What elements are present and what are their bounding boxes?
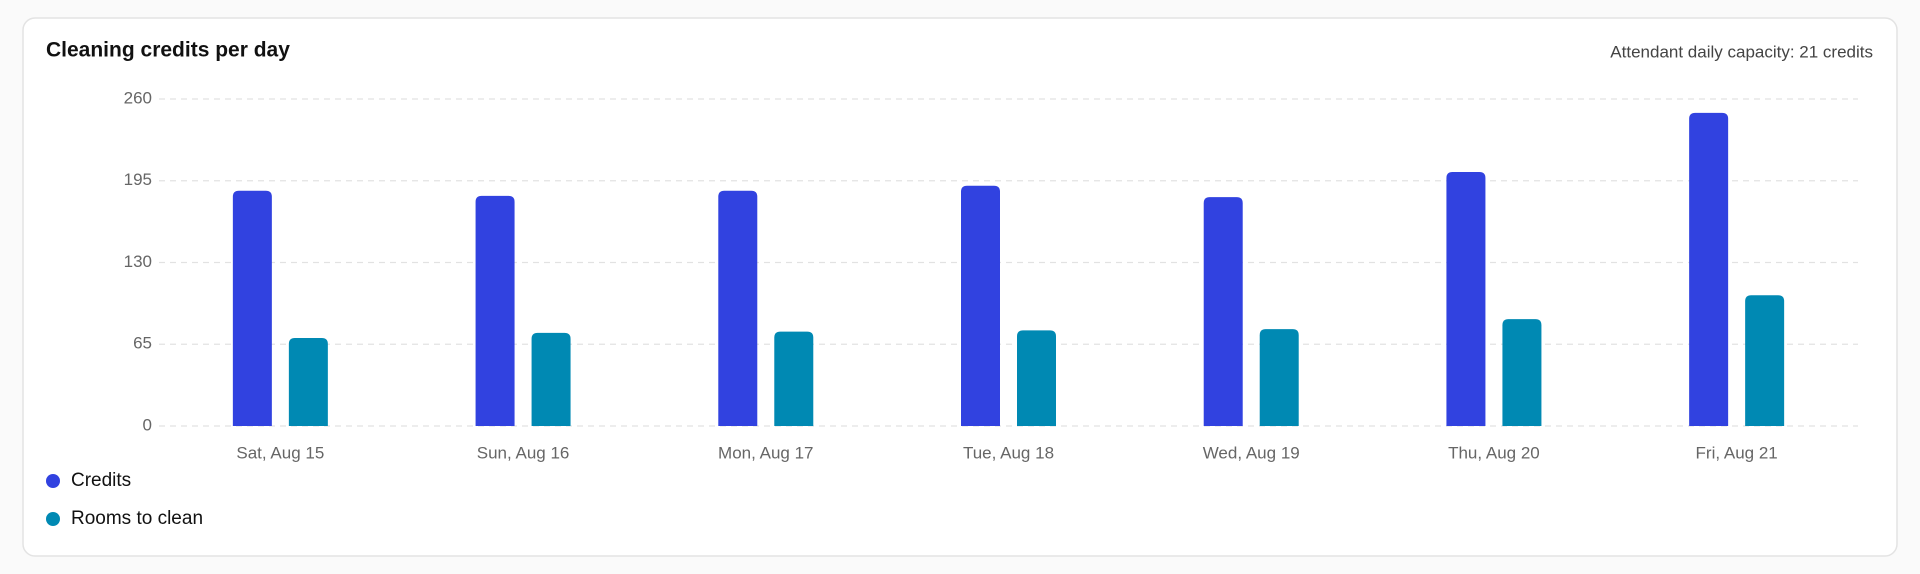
bar: [961, 185, 1000, 426]
bar: [232, 190, 272, 426]
legend-swatch: [46, 474, 60, 488]
x-tick-label: Sun, Aug 16: [477, 443, 570, 462]
bar: [1017, 330, 1056, 426]
x-tick-label: Thu, Aug 20: [1448, 443, 1540, 462]
legend-label: Credits: [71, 470, 131, 491]
x-tick-label: Tue, Aug 18: [963, 443, 1054, 462]
bar: [1446, 171, 1486, 426]
y-tick-label: 65: [133, 334, 152, 353]
bar: [1259, 329, 1299, 426]
bar: [1689, 112, 1729, 426]
y-tick-label: 0: [143, 415, 152, 434]
x-tick-label: Mon, Aug 17: [718, 443, 813, 462]
bar: [774, 331, 814, 426]
bar: [475, 195, 515, 426]
bar: [1745, 295, 1785, 426]
x-tick-label: Wed, Aug 19: [1203, 443, 1300, 462]
x-tick-label: Sat, Aug 15: [236, 443, 324, 462]
legend-label: Rooms to clean: [71, 508, 203, 529]
bar: [531, 332, 571, 426]
bar: [288, 337, 328, 426]
chart-title: Cleaning credits per day: [46, 39, 290, 62]
legend-swatch: [46, 512, 60, 526]
bar: [1502, 319, 1542, 426]
y-tick-label: 195: [124, 170, 152, 189]
bar: [1203, 197, 1243, 426]
x-tick-label: Fri, Aug 21: [1696, 443, 1778, 462]
annotation: Attendant daily capacity: 21 credits: [1610, 42, 1873, 61]
y-tick-label: 260: [124, 88, 152, 107]
bar: [718, 190, 758, 426]
y-tick-label: 130: [124, 252, 152, 271]
